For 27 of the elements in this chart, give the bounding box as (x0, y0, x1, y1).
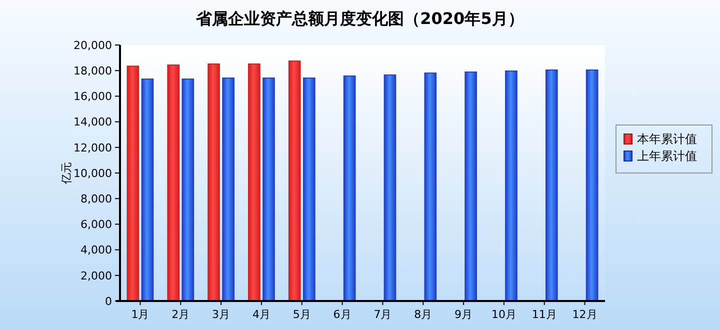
legend-label: 本年累计值 (637, 132, 697, 146)
y-tick-label: 20,000 (74, 38, 112, 52)
x-tick-label: 5月 (292, 308, 311, 321)
y-tick-label: 12,000 (74, 141, 112, 154)
x-tick-label: 2月 (172, 308, 190, 321)
x-tick-label: 8月 (414, 308, 432, 321)
y-tick-label: 10,000 (74, 166, 112, 180)
x-tick-label: 9月 (454, 308, 473, 321)
y-tick-label: 14,000 (74, 116, 112, 129)
y-tick-label: 6,000 (80, 218, 112, 232)
x-tick-label: 3月 (212, 308, 230, 321)
x-tick-label: 6月 (333, 308, 352, 321)
legend-label: 上年累计值 (637, 149, 697, 163)
y-tick-label: 0 (105, 294, 112, 308)
x-tick-label: 12月 (572, 308, 598, 321)
y-tick-label: 4,000 (80, 244, 112, 257)
x-tick-label: 4月 (252, 308, 270, 321)
y-tick-label: 18,000 (74, 64, 112, 78)
y-axis-title: 亿元 (60, 162, 73, 185)
x-tick-label: 11月 (532, 308, 557, 321)
chart-title: 省属企业资产总额月度变化图（2020年5月） (195, 9, 524, 28)
x-tick-label: 7月 (374, 308, 392, 321)
y-tick-label: 2,000 (80, 269, 112, 282)
x-tick-label: 10月 (491, 308, 516, 321)
y-tick-label: 8,000 (80, 192, 112, 206)
y-tick-label: 16,000 (74, 90, 112, 104)
x-tick-label: 1月 (131, 308, 150, 321)
